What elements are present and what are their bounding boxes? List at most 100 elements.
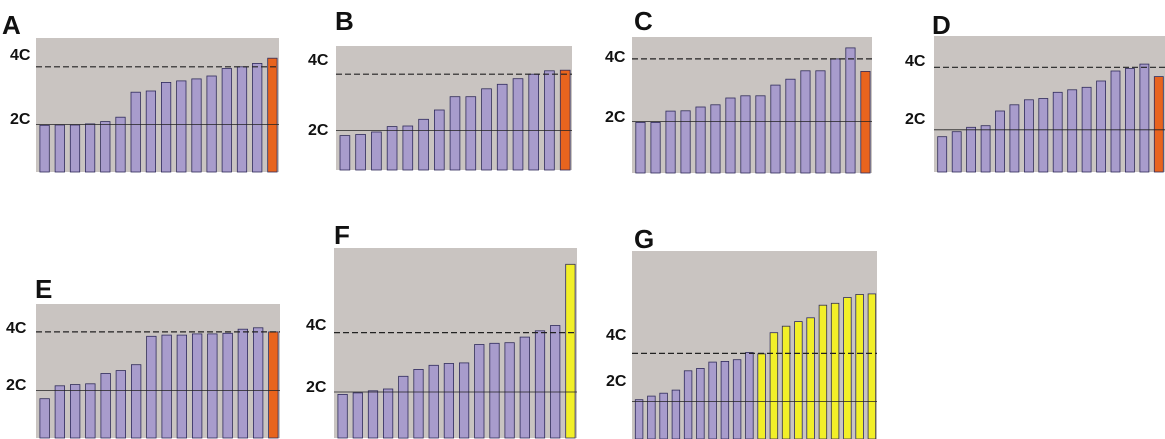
- bar: [1009, 104, 1020, 173]
- bar: [161, 334, 172, 439]
- chart-panel-d: [934, 36, 1165, 173]
- reference-label: 4C: [606, 327, 627, 344]
- bar: [191, 333, 203, 439]
- bar: [845, 47, 856, 174]
- reference-label: 4C: [605, 49, 626, 66]
- bar: [443, 363, 454, 439]
- bar: [565, 263, 576, 439]
- bar: [398, 375, 409, 439]
- bar: [54, 385, 66, 439]
- panel-label: C: [634, 6, 653, 36]
- bar: [267, 57, 278, 173]
- bar: [386, 126, 398, 171]
- bar: [544, 70, 555, 171]
- bar: [489, 342, 500, 439]
- bar: [818, 304, 828, 439]
- bar-chart-b: [336, 46, 572, 171]
- bar: [860, 71, 871, 174]
- bar-chart-e: [36, 304, 280, 439]
- reference-label: 4C: [308, 52, 329, 69]
- bar: [339, 135, 351, 171]
- bar: [695, 106, 706, 174]
- bar: [85, 383, 96, 439]
- bar: [130, 91, 141, 173]
- bar: [966, 126, 976, 173]
- bar: [855, 294, 864, 439]
- bar: [237, 328, 249, 439]
- bar: [1110, 70, 1121, 173]
- bar: [830, 302, 840, 439]
- bar: [69, 124, 81, 173]
- chart-panel-f: [334, 248, 577, 439]
- bar: [100, 121, 111, 173]
- bar: [720, 361, 730, 439]
- bar: [54, 124, 65, 173]
- reference-label: 2C: [6, 377, 27, 394]
- bar: [559, 69, 571, 171]
- reference-label: 4C: [905, 53, 926, 70]
- bar: [634, 399, 644, 439]
- bar: [371, 131, 382, 171]
- bar: [1024, 99, 1034, 173]
- bar-chart-a: [36, 38, 279, 173]
- bar: [39, 124, 50, 173]
- reference-label: 2C: [306, 379, 327, 396]
- reference-label: 2C: [10, 111, 31, 128]
- bar: [161, 82, 172, 173]
- bar: [512, 78, 524, 171]
- chart-panel-e: [36, 304, 280, 439]
- bar: [191, 78, 202, 173]
- bar-chart-f: [334, 248, 577, 439]
- bar: [550, 325, 561, 439]
- bar: [268, 331, 279, 439]
- bar: [1153, 76, 1164, 173]
- bar: [680, 110, 691, 174]
- bar: [481, 88, 492, 171]
- bar: [769, 332, 779, 439]
- bar: [100, 373, 111, 439]
- bar: [355, 134, 366, 171]
- bar: [710, 104, 721, 174]
- bar: [337, 393, 348, 439]
- reference-label: 2C: [605, 109, 626, 126]
- bar: [434, 109, 445, 171]
- bar: [496, 83, 508, 171]
- bar: [176, 80, 187, 173]
- bar: [937, 136, 948, 173]
- reference-label: 4C: [10, 47, 31, 64]
- reference-label: 2C: [606, 373, 627, 390]
- bar: [794, 321, 803, 439]
- chart-panel-g: [632, 251, 877, 439]
- bar: [800, 70, 811, 174]
- bar: [413, 369, 424, 439]
- bar: [708, 361, 717, 439]
- bar: [671, 389, 681, 439]
- panel-label: A: [2, 10, 21, 40]
- bar: [740, 95, 751, 174]
- bar: [1124, 68, 1135, 173]
- bar: [725, 97, 736, 174]
- bar: [1067, 89, 1078, 173]
- bar: [815, 70, 826, 174]
- panel-label: F: [334, 220, 350, 250]
- bar: [252, 62, 263, 173]
- chart-panel-a: [36, 38, 279, 173]
- bar: [252, 327, 264, 439]
- bar: [732, 359, 742, 439]
- bar: [696, 368, 705, 439]
- panel-label: E: [35, 274, 52, 304]
- bar: [474, 344, 485, 439]
- bar: [146, 335, 157, 439]
- bar: [650, 122, 661, 174]
- bar: [683, 370, 693, 439]
- bar: [995, 110, 1005, 173]
- bar: [830, 58, 841, 174]
- bar: [1038, 98, 1049, 173]
- bar: [383, 388, 394, 439]
- bar: [115, 370, 126, 439]
- bar: [222, 332, 233, 439]
- bar: [176, 334, 188, 439]
- bar: [221, 68, 232, 173]
- bar: [757, 353, 766, 439]
- bar: [635, 122, 646, 174]
